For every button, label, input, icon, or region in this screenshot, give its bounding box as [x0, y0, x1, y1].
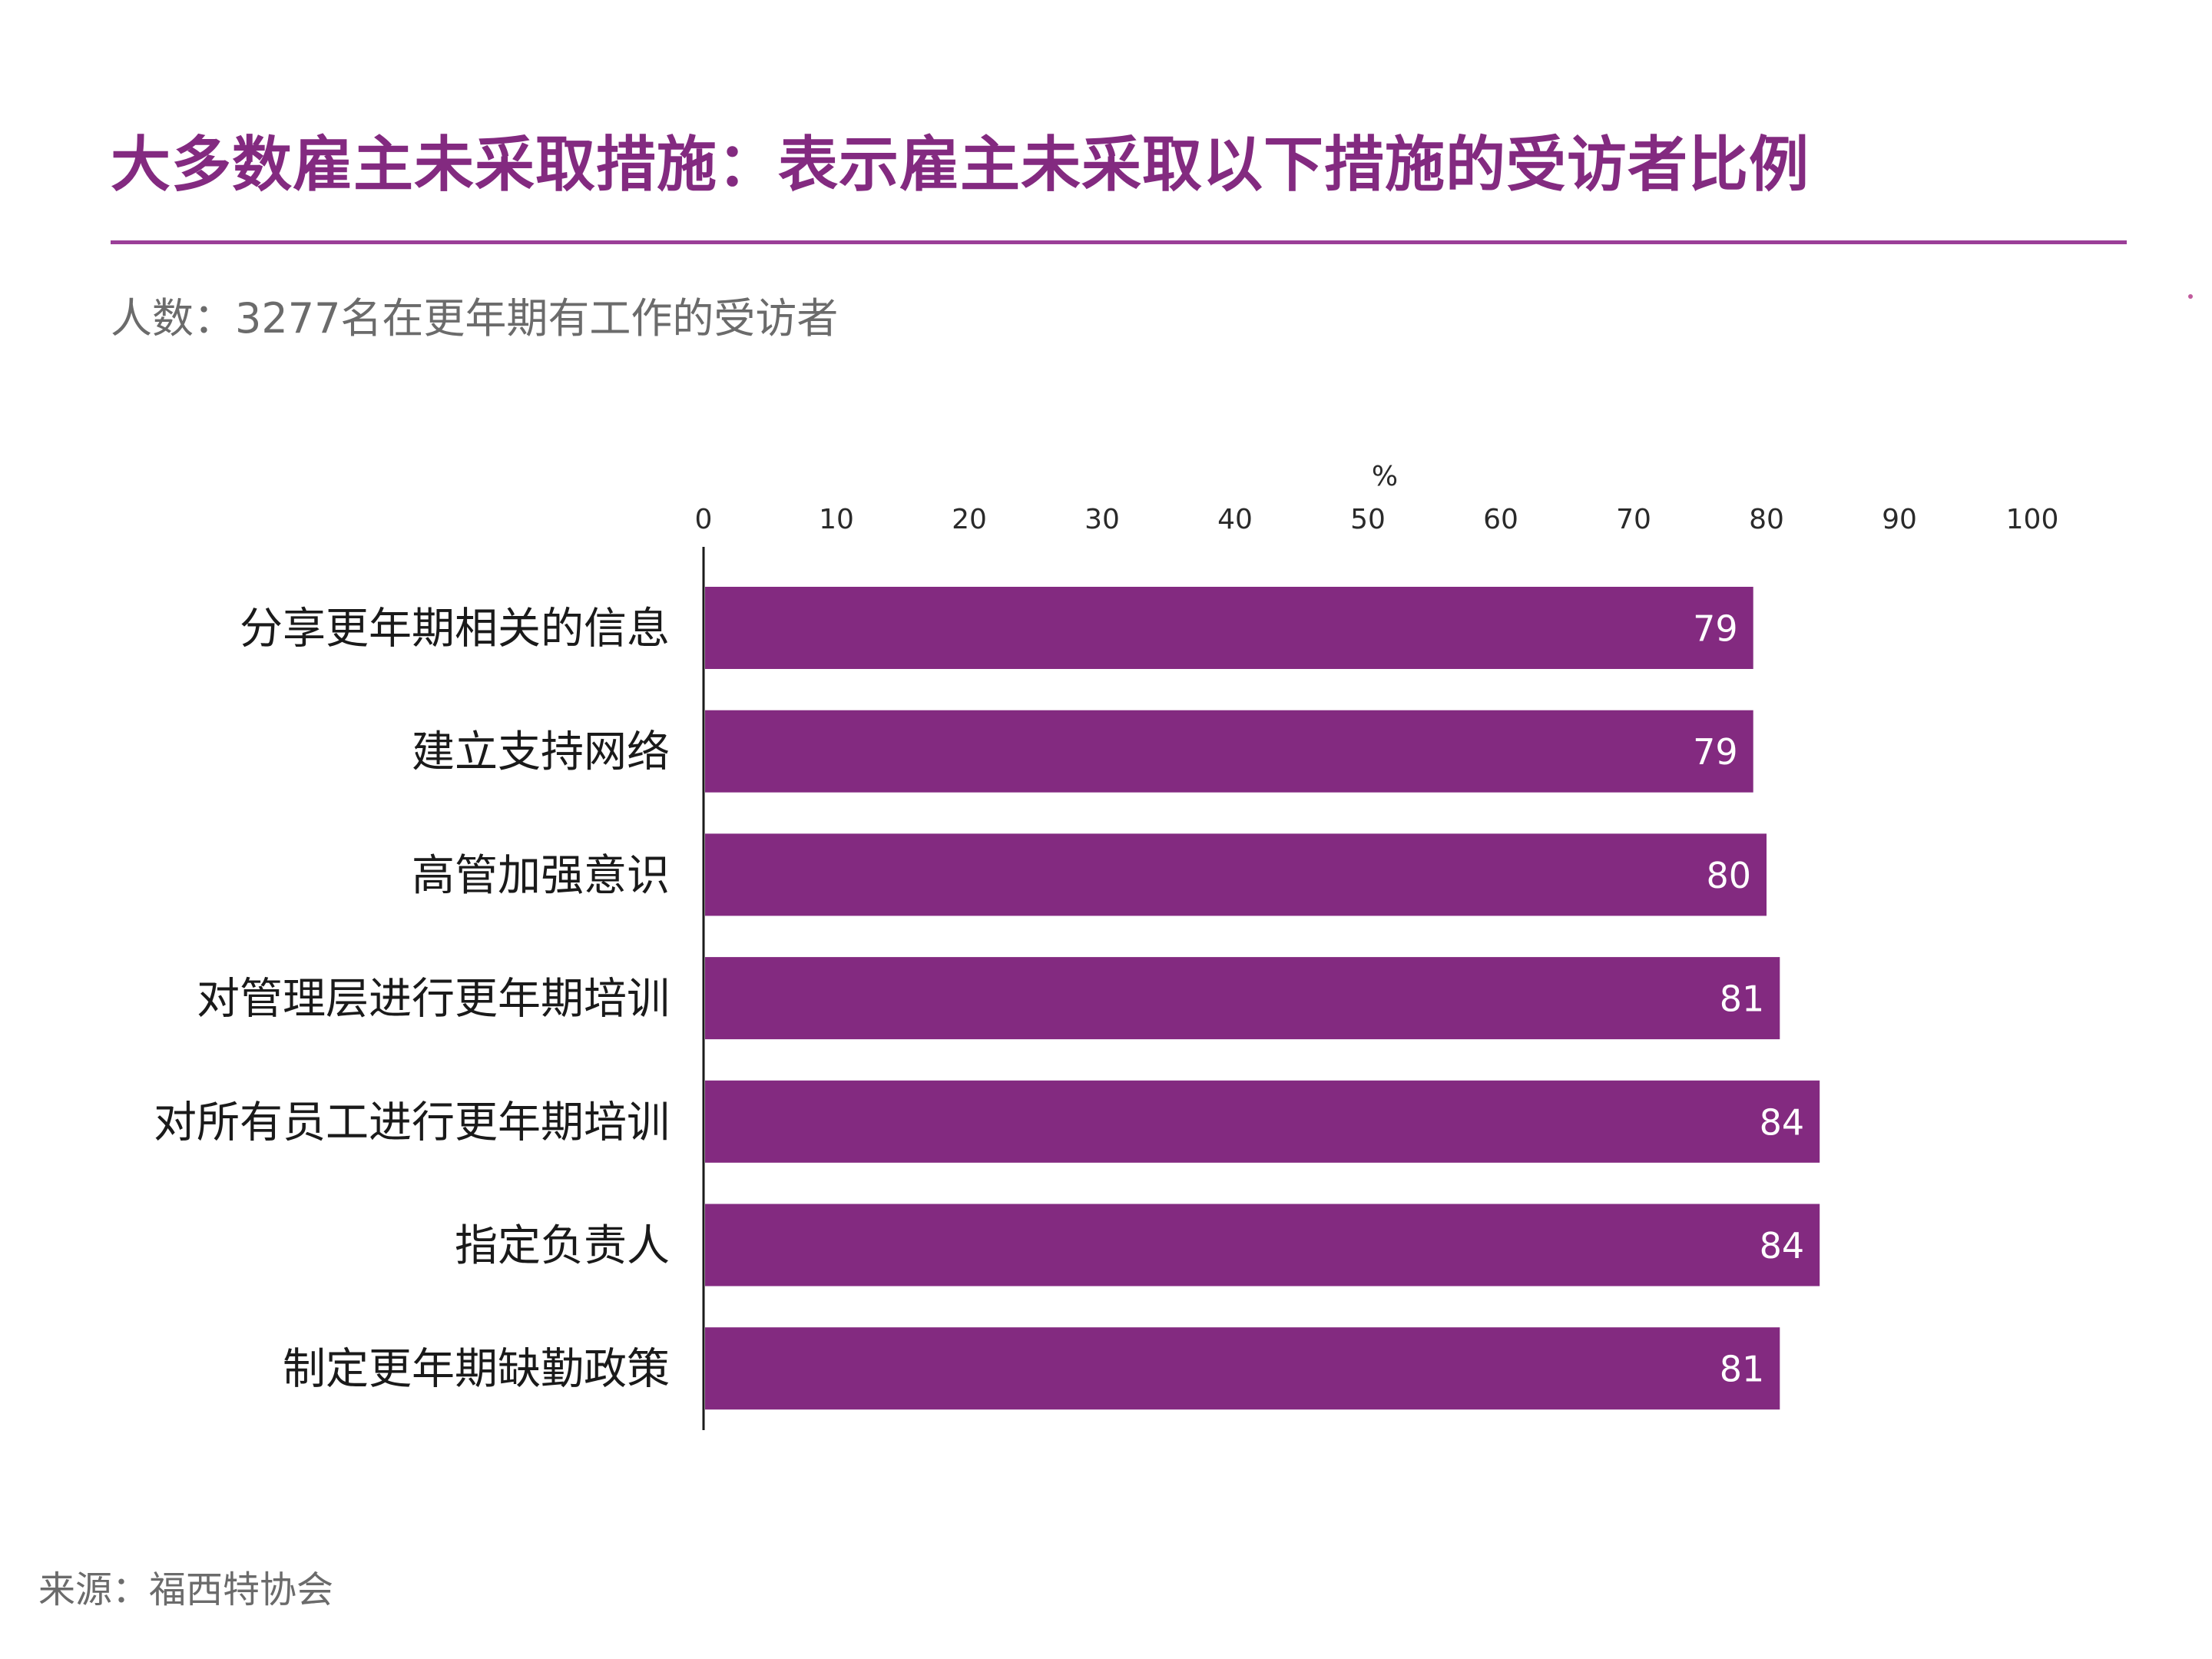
category-label: 对所有员工进行更年期培训 — [154, 1098, 670, 1147]
x-tick-label: 80 — [1749, 504, 1784, 535]
bar-value-label: 81 — [1720, 1349, 1765, 1390]
category-label: 建立支持网络 — [412, 727, 670, 777]
x-tick-label: 10 — [819, 504, 854, 535]
bar-value-label: 84 — [1760, 1101, 1805, 1143]
x-tick-label: 50 — [1350, 504, 1386, 535]
chart-title: 大多数雇主未采取措施：表示雇主未采取以下措施的受访者比例 — [111, 131, 1810, 200]
bar — [705, 1204, 1820, 1286]
category-label: 高管加强意识 — [412, 851, 670, 901]
category-label: 分享更年期相关的信息 — [240, 604, 670, 654]
category-label: 对管理层进行更年期培训 — [197, 975, 670, 1025]
title-divider — [111, 240, 2127, 244]
x-tick-label: 100 — [2006, 504, 2059, 535]
bar-value-label: 81 — [1720, 979, 1765, 1020]
chart-subtitle: 人数：3277名在更年期有工作的受访者 — [111, 294, 839, 343]
bar — [705, 957, 1780, 1040]
bar-value-label: 84 — [1760, 1225, 1805, 1267]
bar — [705, 833, 1767, 916]
axis-unit-label: % — [1372, 461, 1398, 492]
x-tick-label: 90 — [1882, 504, 1917, 535]
x-tick-label: 60 — [1483, 504, 1518, 535]
x-tick-label: 30 — [1084, 504, 1120, 535]
bar — [705, 587, 1753, 669]
bar-value-label: 79 — [1693, 608, 1738, 650]
bar — [705, 1327, 1780, 1410]
bar-value-label: 80 — [1706, 855, 1751, 896]
x-tick-label: 20 — [952, 504, 987, 535]
category-label: 指定负责人 — [455, 1221, 670, 1271]
category-label: 制定更年期缺勤政策 — [283, 1345, 670, 1395]
x-tick-label: 40 — [1217, 504, 1253, 535]
x-tick-label: 70 — [1616, 504, 1651, 535]
x-tick-label: 0 — [695, 504, 713, 535]
bar — [705, 710, 1753, 793]
bar-value-label: 79 — [1693, 731, 1738, 773]
bar — [705, 1080, 1820, 1163]
source-note: 来源：福西特协会 — [38, 1568, 334, 1611]
corner-dot — [2188, 294, 2193, 299]
